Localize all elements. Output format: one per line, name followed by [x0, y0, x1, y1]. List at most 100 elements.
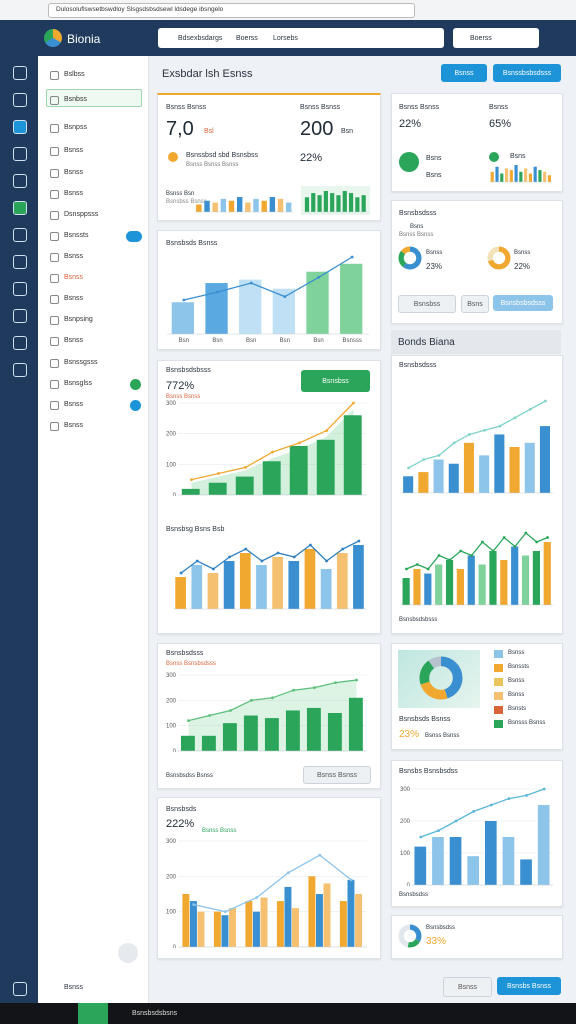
- bar: [264, 718, 279, 751]
- line-point: [292, 688, 295, 692]
- search-item: Boerss: [236, 35, 258, 42]
- pct: 22%: [399, 118, 422, 130]
- bar: [489, 551, 497, 605]
- bar: [340, 263, 363, 334]
- nav-item[interactable]: Bsnss: [64, 422, 84, 429]
- search-item: Bdsexbsdargs: [178, 35, 223, 42]
- note: Bsnss Bsnss: [202, 828, 237, 834]
- nav-icon: [50, 316, 59, 325]
- bar: [533, 166, 537, 182]
- rail-icon[interactable]: [13, 201, 27, 215]
- button[interactable]: Bsnsbs Bsnss: [497, 977, 561, 995]
- bar: [343, 415, 362, 495]
- button[interactable]: Bsnsbss: [301, 370, 370, 392]
- bar: [432, 837, 444, 885]
- pct: 33%: [426, 936, 447, 947]
- footnote: Bsnsbsdsbsss: [399, 617, 438, 623]
- bar: [524, 168, 528, 182]
- help-button[interactable]: [118, 943, 138, 963]
- bar: [435, 564, 443, 605]
- button[interactable]: Bsnsbss: [398, 295, 456, 313]
- bar: [272, 557, 283, 609]
- label: Bsnss Bsn: [166, 191, 195, 197]
- nav-item[interactable]: Bsnss: [64, 274, 84, 281]
- nav-item[interactable]: Dsnsppsss: [64, 211, 99, 218]
- bar: [521, 555, 530, 605]
- nav-item[interactable]: Bsnbss: [64, 96, 87, 103]
- nav-icon: [50, 422, 59, 431]
- bar: [532, 551, 540, 605]
- rail-icon[interactable]: [13, 363, 27, 377]
- nav-item[interactable]: Bsnpss: [64, 124, 87, 131]
- bar: [467, 856, 480, 885]
- nav-icon: [50, 124, 59, 133]
- rail-icon[interactable]: [13, 336, 27, 350]
- bar: [304, 549, 316, 609]
- url: Dulosoluflswsetbswdloy Slsgsdsbsdsewl ld…: [56, 6, 224, 13]
- bar: [538, 170, 542, 182]
- bar: [347, 879, 355, 947]
- search-box[interactable]: [158, 28, 444, 48]
- bar: [323, 883, 331, 947]
- label: Bsns: [426, 172, 442, 179]
- nav-item[interactable]: Bsnsglss: [64, 380, 93, 387]
- nav-item[interactable]: Bsnss: [64, 147, 84, 154]
- button[interactable]: Bsnss Bsnss: [303, 766, 371, 784]
- bar: [478, 564, 486, 605]
- nav-item[interactable]: Bsnssgsss: [64, 359, 98, 366]
- rail-icon[interactable]: [13, 255, 27, 269]
- nav-item[interactable]: Bsnss: [64, 190, 84, 197]
- nav-item[interactable]: Bsnss: [64, 169, 84, 176]
- nav-item[interactable]: Bsnss: [64, 401, 84, 408]
- card-title: Bsnsbsg Bsns Bsb: [166, 526, 225, 533]
- rail-icon[interactable]: [13, 147, 27, 161]
- bar: [175, 577, 186, 609]
- line-point: [271, 696, 274, 700]
- pct: 23%: [399, 729, 420, 740]
- pct: 222%: [166, 818, 195, 830]
- nav-item[interactable]: Bslbss: [64, 71, 85, 78]
- rail-icon[interactable]: [13, 228, 27, 242]
- bar: [524, 442, 535, 493]
- donut-segment: [419, 656, 463, 700]
- rail-icon[interactable]: [13, 282, 27, 296]
- button[interactable]: Bsnss: [443, 977, 492, 997]
- nav-item[interactable]: Bsnss: [64, 337, 84, 344]
- chart: [401, 399, 553, 494]
- bar: [311, 193, 316, 212]
- bar: [221, 915, 229, 947]
- button[interactable]: Bsnss: [441, 64, 487, 82]
- button[interactable]: Bsns: [461, 295, 489, 313]
- nav-item[interactable]: Bsnssts: [64, 232, 89, 239]
- rail-icon[interactable]: [13, 93, 27, 107]
- line-point: [524, 531, 528, 535]
- line-point: [352, 401, 355, 405]
- line-point: [405, 567, 408, 571]
- address-bar[interactable]: [48, 3, 415, 18]
- taskbar-app[interactable]: [78, 1003, 108, 1024]
- rail-icon[interactable]: [13, 982, 27, 996]
- label: Bsnss Bsnss: [399, 104, 440, 111]
- bar: [284, 886, 292, 947]
- kpi: 7,0: [166, 118, 194, 140]
- card-title: Bsnsbs Bsnsbsdss: [399, 768, 458, 775]
- nav-item[interactable]: Bsnpsing: [64, 316, 93, 323]
- nav-item[interactable]: Bsnss: [64, 295, 84, 302]
- bar: [547, 175, 552, 182]
- line-point: [260, 559, 264, 563]
- nav-icon: [50, 337, 59, 346]
- button[interactable]: Bsnsbsbsdsss: [493, 295, 553, 311]
- rail-icon[interactable]: [13, 66, 27, 80]
- button[interactable]: Bsnssbsbsdsss: [493, 64, 561, 82]
- line-point: [179, 571, 183, 575]
- nav-item[interactable]: Bsnss: [64, 253, 84, 260]
- rail-icon[interactable]: [13, 120, 27, 134]
- bar: [180, 735, 195, 751]
- bar: [519, 171, 523, 182]
- bar: [424, 573, 432, 605]
- rail-icon[interactable]: [13, 309, 27, 323]
- search-right[interactable]: [453, 28, 539, 48]
- rail-icon[interactable]: [13, 174, 27, 188]
- bar: [361, 195, 366, 212]
- donut-segment: [398, 924, 422, 948]
